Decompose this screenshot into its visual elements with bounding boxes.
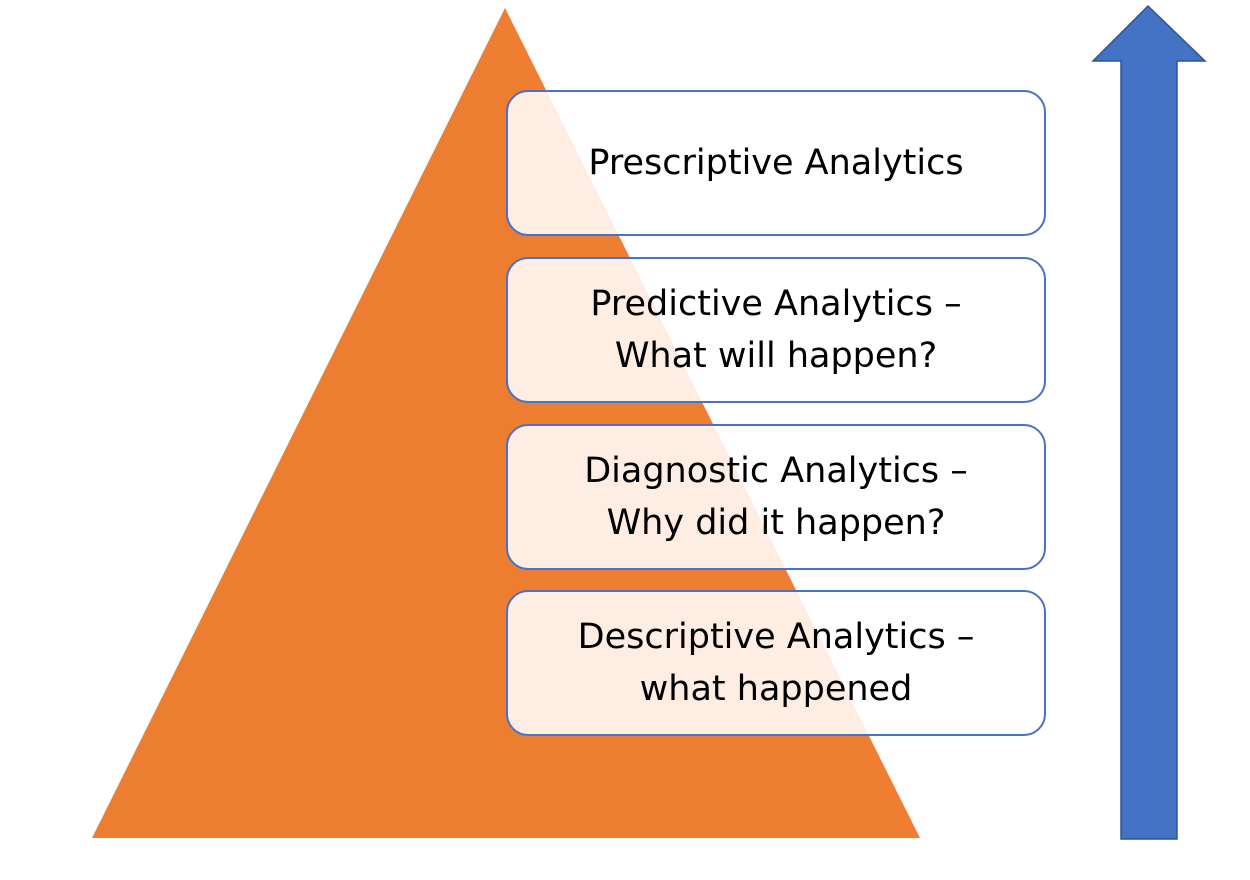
level-box-predictive: Predictive Analytics – What will happen?	[506, 257, 1046, 403]
level-label-prescriptive: Prescriptive Analytics	[588, 143, 964, 183]
level-label-diagnostic: Diagnostic Analytics – Why did it happen…	[584, 451, 968, 543]
level-label-descriptive: Descriptive Analytics – what happened	[577, 617, 975, 709]
level-box-prescriptive: Prescriptive Analytics	[506, 90, 1046, 236]
arrow-shape	[1091, 4, 1207, 840]
level-label-predictive: Predictive Analytics – What will happen?	[590, 284, 962, 376]
level-box-diagnostic: Diagnostic Analytics – Why did it happen…	[506, 424, 1046, 570]
level-box-descriptive: Descriptive Analytics – what happened	[506, 590, 1046, 736]
